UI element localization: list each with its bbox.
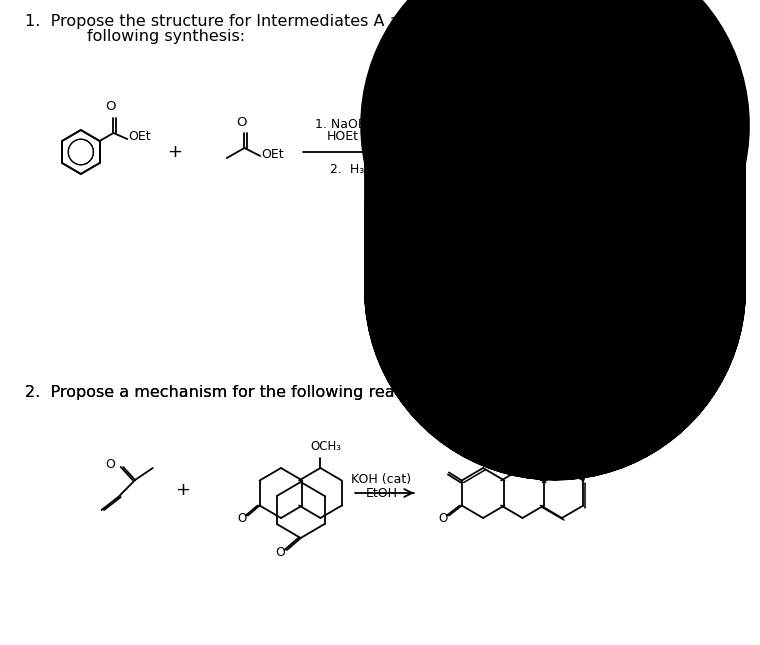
Text: +: + xyxy=(175,481,190,499)
Text: 2. H₃O⁺: 2. H₃O⁺ xyxy=(565,186,612,199)
Text: 3.  Heat: 3. Heat xyxy=(565,200,615,213)
Text: 1.  NaOH, H₂O: 1. NaOH, H₂O xyxy=(565,172,654,185)
Text: B: B xyxy=(508,141,519,155)
Text: 2.  Propose a mechanism for the following reaction:: 2. Propose a mechanism for the following… xyxy=(24,385,439,400)
Text: HOEt: HOEt xyxy=(327,130,359,143)
Text: O: O xyxy=(236,115,247,128)
Text: OEt: OEt xyxy=(128,130,150,143)
Text: O: O xyxy=(275,546,285,559)
Text: O: O xyxy=(439,512,448,525)
Text: 1. NaOEt: 1. NaOEt xyxy=(315,118,371,131)
Text: OCH₃: OCH₃ xyxy=(586,451,617,464)
Text: O: O xyxy=(106,457,116,470)
Text: A: A xyxy=(391,141,401,155)
Text: EtOH: EtOH xyxy=(366,487,397,500)
Text: 1. NaOEt: 1. NaOEt xyxy=(435,118,490,131)
Text: HOEt: HOEt xyxy=(446,130,478,143)
Text: +: + xyxy=(167,143,182,161)
Text: KOH (cat): KOH (cat) xyxy=(351,473,412,486)
Text: C: C xyxy=(544,285,555,300)
Text: O: O xyxy=(237,512,246,525)
Text: 2.: 2. xyxy=(414,163,426,176)
Text: 1.  Propose the structure for Intermediates A and B and Product C in the: 1. Propose the structure for Intermediat… xyxy=(24,14,605,29)
Text: 2.  H₃O⁺: 2. H₃O⁺ xyxy=(331,163,381,176)
Text: following synthesis:: following synthesis: xyxy=(87,29,245,44)
Text: 2.  Propose a mechanism for the following reaction:: 2. Propose a mechanism for the following… xyxy=(24,385,439,400)
Text: O: O xyxy=(105,101,116,114)
Text: OCH₃: OCH₃ xyxy=(311,441,341,453)
Text: OEt: OEt xyxy=(261,148,284,161)
Text: O: O xyxy=(445,159,454,172)
